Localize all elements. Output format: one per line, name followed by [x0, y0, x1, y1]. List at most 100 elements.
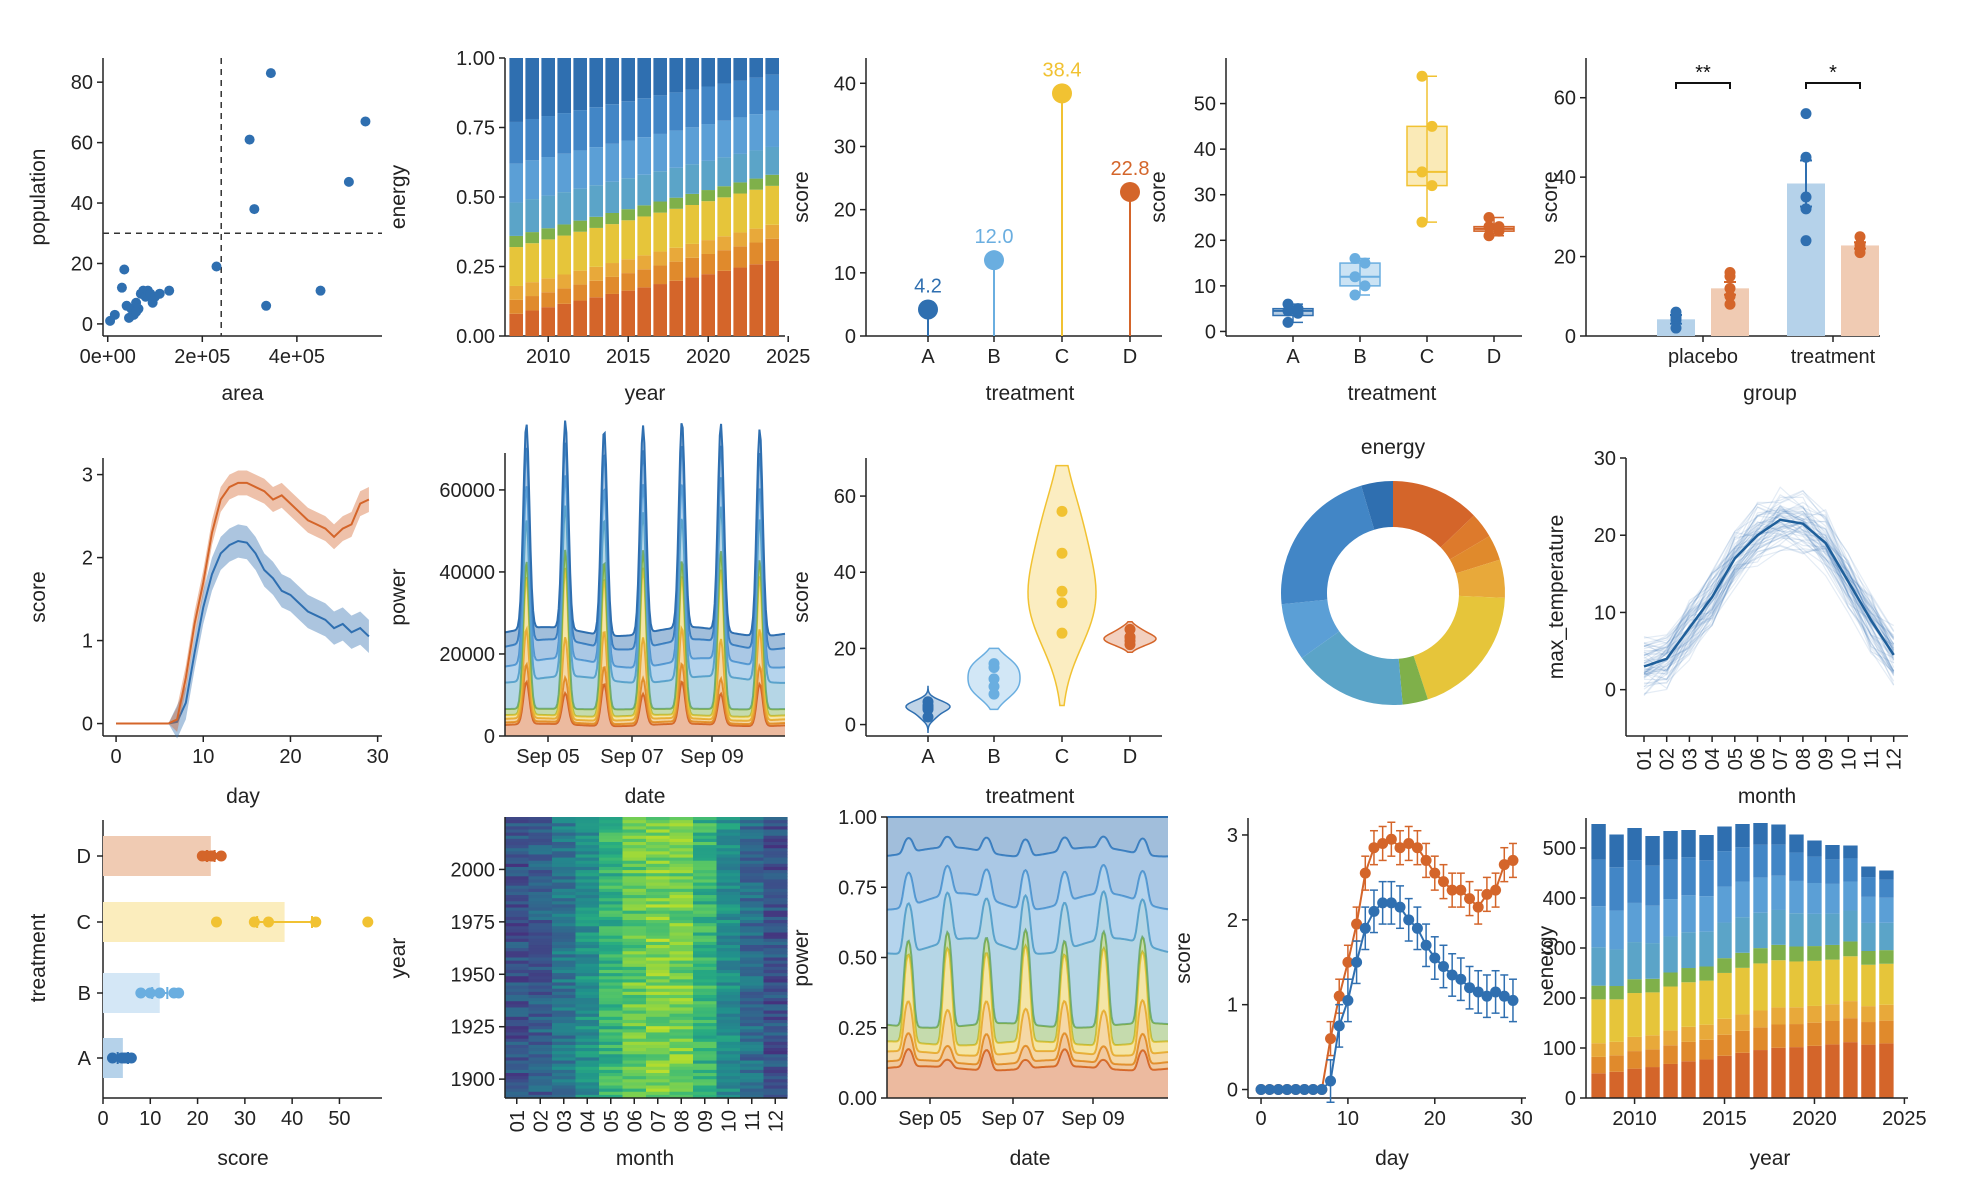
stacked-bar-segment — [1627, 993, 1642, 1037]
heatmap-cell — [740, 1082, 765, 1087]
heatmap-cell — [646, 1060, 671, 1065]
stacked-bar-segment — [509, 163, 523, 203]
heatmap-cell — [669, 1057, 694, 1062]
box-data-point — [1416, 216, 1428, 228]
ensemble-line — [1643, 511, 1895, 654]
heatmap-cell — [740, 1004, 765, 1009]
heatmap-cell — [505, 982, 530, 987]
p1-y-tick-label: 20 — [71, 253, 93, 275]
heatmap-cell — [505, 948, 530, 952]
heatmap-cell — [599, 1029, 624, 1034]
heatmap-cell — [669, 835, 694, 840]
heatmap-cell — [575, 1066, 600, 1071]
heatmap-cell — [622, 835, 647, 840]
heatmap-cell — [693, 1026, 718, 1030]
stacked-bar-segment — [669, 247, 683, 262]
heatmap-cell — [575, 982, 600, 987]
p3-x-tick-label: A — [921, 346, 935, 368]
p2-x-tick-label: 2015 — [606, 346, 651, 368]
heatmap-cell — [693, 863, 718, 868]
heatmap-cell — [622, 841, 647, 846]
heatmap-cell — [693, 1085, 718, 1090]
stacked-bar-segment — [1771, 944, 1786, 961]
heatmap-cell — [716, 1035, 741, 1040]
heatmap-cell — [552, 891, 577, 896]
heatmap-cell — [528, 1076, 553, 1080]
stacked-area-line — [504, 420, 786, 637]
heatmap-cell — [763, 948, 788, 952]
heatmap-cell — [693, 1094, 718, 1099]
heatmap-cell — [528, 863, 553, 868]
heatmap-cell — [575, 1057, 600, 1062]
heatmap-cell — [599, 1054, 624, 1059]
stacked-bar-segment — [669, 167, 683, 198]
heatmap-cell — [575, 1016, 600, 1021]
heatmap-cell — [669, 898, 694, 902]
heatmap-cell — [528, 951, 553, 955]
p6-y-tick-label: 3 — [82, 465, 93, 487]
heatmap-cell — [646, 838, 671, 843]
stacked-bar-segment — [1825, 1044, 1840, 1098]
stacked-bar-segment — [1609, 999, 1624, 1042]
heatmap-cell — [693, 838, 718, 843]
stacked-bar-segment — [717, 250, 731, 271]
heatmap-cell — [528, 1091, 553, 1096]
heatmap-cell — [740, 920, 765, 924]
heatmap-cell — [505, 882, 530, 887]
heatmap-cell — [716, 873, 741, 877]
line-data-point — [1437, 960, 1449, 972]
heatmap-cell — [669, 988, 694, 993]
heatmap-cell — [693, 935, 718, 940]
heatmap-cell — [669, 1035, 694, 1040]
heatmap-cell — [763, 860, 788, 865]
heatmap-cell — [763, 838, 788, 843]
heatmap-cell — [669, 923, 694, 927]
stacked-bar-segment — [1789, 946, 1804, 962]
heatmap-cell — [669, 913, 694, 918]
p6-x-tick-label: 20 — [279, 746, 301, 768]
heatmap-cell — [575, 1026, 600, 1030]
heatmap-cell — [622, 829, 647, 834]
line-data-point — [1307, 1084, 1319, 1096]
p4-y-tick-label: 20 — [1194, 230, 1216, 252]
heatmap-cell — [505, 895, 530, 899]
heatmap-cell — [622, 832, 647, 837]
p14-y-tick-label: 2 — [1227, 910, 1238, 932]
heatmap-cell — [693, 841, 718, 846]
heatmap-cell — [599, 941, 624, 946]
heatmap-cell — [575, 832, 600, 837]
heatmap-cell — [622, 985, 647, 990]
stacked-bar-segment — [1717, 826, 1732, 852]
stacked-bar-segment — [509, 313, 523, 336]
ensemble-line — [1643, 514, 1895, 658]
heatmap-cell — [552, 863, 577, 868]
stacked-bar-segment — [1843, 941, 1858, 957]
heatmap-cell — [763, 835, 788, 840]
heatmap-cell — [575, 929, 600, 934]
heatmap-cell — [505, 1001, 530, 1005]
heatmap-cell — [599, 960, 624, 965]
p1-x-tick-label: 2e+05 — [174, 346, 230, 368]
stacked-bar-segment — [749, 242, 763, 265]
heatmap-cell — [552, 1076, 577, 1080]
p14-x-axis-label: day — [1375, 1147, 1409, 1170]
heatmap-cell — [646, 882, 671, 887]
p2-x-tick-label: 2025 — [766, 346, 811, 368]
ensemble-line — [1643, 521, 1895, 670]
heatmap-cell — [599, 907, 624, 912]
heatmap-cell — [528, 866, 553, 871]
heatmap-cell — [552, 938, 577, 943]
stacked-bar-segment — [749, 77, 763, 115]
heatmap-cell — [599, 957, 624, 962]
ensemble-line — [1643, 525, 1895, 664]
heatmap-cell — [575, 904, 600, 909]
heatmap-cell — [505, 991, 530, 996]
heatmap-cell — [505, 860, 530, 865]
stacked-bar-segment — [589, 216, 603, 228]
heatmap-cell — [528, 851, 553, 856]
heatmap-cell — [740, 1060, 765, 1065]
heatmap-cell — [528, 957, 553, 962]
line-data-point — [1325, 1033, 1337, 1045]
heatmap-cell — [669, 817, 694, 821]
stacked-bar-segment — [1681, 1041, 1696, 1062]
